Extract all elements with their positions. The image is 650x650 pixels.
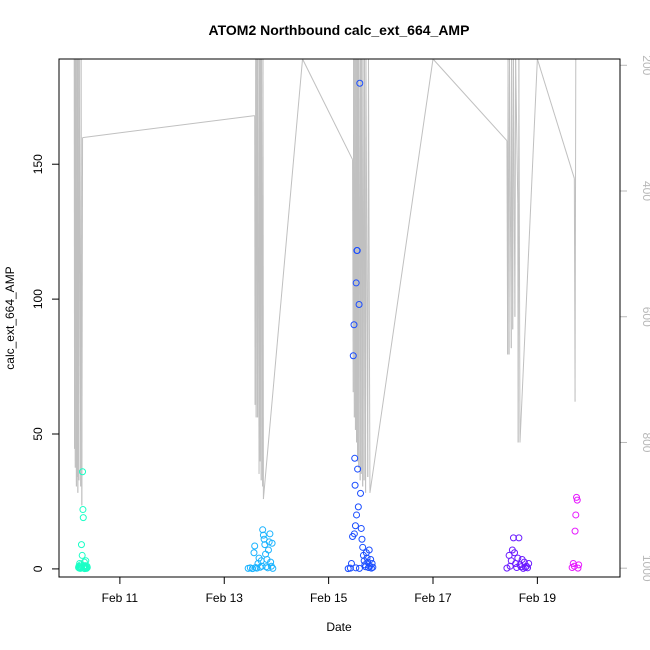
- right-tick-label: 200: [640, 55, 650, 75]
- data-point: [355, 564, 363, 572]
- depth-trace-segment: [574, 58, 577, 402]
- x-tick-label: Feb 13: [206, 591, 244, 605]
- data-point: [353, 511, 361, 519]
- right-tick-label: 800: [640, 432, 650, 452]
- data-point: [357, 489, 365, 497]
- y-tick-label: 100: [31, 289, 45, 309]
- data-point: [351, 522, 359, 530]
- data-point: [266, 530, 274, 538]
- depth-trace-segment: [518, 58, 521, 443]
- data-point: [351, 454, 359, 462]
- depth-trace-segment: [302, 58, 353, 160]
- depth-trace-segment: [81, 137, 84, 506]
- data-point: [524, 564, 532, 572]
- plot-frame: [58, 58, 621, 578]
- data-point: [351, 481, 359, 489]
- depth-trace-segment: [536, 58, 575, 179]
- depth-trace-segment: [432, 58, 508, 142]
- data-point: [525, 560, 533, 568]
- depth-trace-segment: [82, 115, 255, 139]
- data-point: [369, 563, 377, 571]
- data-point: [264, 564, 272, 572]
- data-point: [347, 560, 355, 568]
- data-point: [574, 564, 582, 572]
- data-point: [264, 546, 272, 554]
- data-point: [267, 558, 275, 566]
- data-point: [368, 560, 376, 568]
- data-point: [355, 301, 363, 309]
- data-point: [350, 530, 358, 538]
- data-point: [268, 539, 276, 547]
- data-point: [575, 561, 583, 569]
- depth-trace-segment: [515, 58, 519, 204]
- data-point: [352, 279, 360, 287]
- data-point: [365, 546, 373, 554]
- data-point: [515, 534, 523, 542]
- data-point: [517, 563, 525, 571]
- depth-trace-segment: [514, 58, 517, 317]
- data-point: [79, 468, 87, 476]
- y-axis-title: calc_ext_664_AMP: [3, 266, 17, 369]
- data-point: [352, 564, 360, 572]
- x-tick-label: Feb 19: [519, 591, 557, 605]
- x-axis-title: Date: [326, 620, 352, 634]
- right-tick-label: 400: [640, 181, 650, 201]
- data-point: [262, 563, 270, 571]
- x-tick-label: Feb 17: [414, 591, 452, 605]
- right-tick-label: 1000: [640, 555, 650, 582]
- data-point: [364, 564, 372, 572]
- data-point: [572, 511, 580, 519]
- data-point: [353, 247, 361, 255]
- data-point: [77, 541, 85, 549]
- data-point: [514, 554, 522, 562]
- x-tick-label: Feb 11: [102, 591, 139, 605]
- data-point: [250, 549, 258, 557]
- data-point: [570, 562, 578, 570]
- data-point: [571, 527, 579, 535]
- data-point: [269, 564, 277, 572]
- data-point: [520, 558, 528, 566]
- data-point: [509, 534, 517, 542]
- data-point: [78, 551, 86, 559]
- depth-trace-layer: [73, 58, 577, 506]
- data-point: [354, 503, 362, 511]
- depth-trace-segment: [262, 58, 304, 500]
- axes-layer: Feb 11 Feb 13 Feb 15 Feb 17 Feb 19 0 50 100 150 2…: [31, 55, 650, 605]
- data-point: [79, 514, 87, 522]
- data-point: [349, 352, 357, 360]
- data-point: [367, 555, 375, 563]
- data-point: [346, 564, 354, 572]
- data-point: [367, 564, 375, 572]
- depth-trace-segment: [367, 58, 371, 493]
- data-point: [251, 542, 259, 550]
- data-point: [359, 543, 367, 551]
- right-tick-label: 600: [640, 307, 650, 327]
- depth-trace-segment: [519, 58, 538, 443]
- data-point: [357, 524, 365, 532]
- chart-title: ATOM2 Northbound calc_ext_664_AMP: [209, 22, 470, 38]
- data-point: [511, 549, 519, 557]
- y-tick-label: 150: [31, 154, 45, 174]
- data-point: [356, 79, 364, 87]
- data-point: [354, 465, 362, 473]
- data-point: [358, 535, 366, 543]
- scatter-points-layer: [75, 79, 583, 573]
- data-point: [83, 564, 91, 572]
- data-point: [573, 493, 581, 501]
- data-point: [573, 496, 581, 504]
- y-tick-label: 0: [31, 565, 45, 572]
- data-point: [259, 531, 267, 539]
- data-point: [259, 526, 267, 534]
- depth-trace-segment: [369, 58, 434, 493]
- y-tick-label: 50: [31, 427, 45, 441]
- data-point: [350, 321, 358, 329]
- data-point: [79, 506, 87, 514]
- x-tick-label: Feb 15: [310, 591, 348, 605]
- data-point: [363, 554, 371, 562]
